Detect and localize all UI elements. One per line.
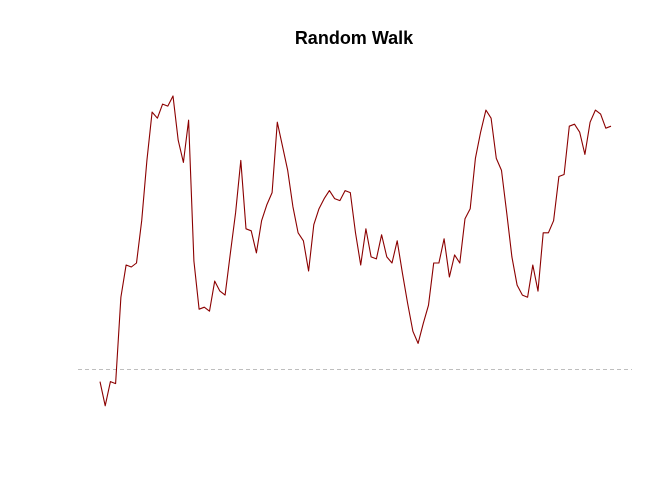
chart-title: Random Walk [294, 28, 414, 48]
series-line-random-walk [99, 95, 612, 407]
